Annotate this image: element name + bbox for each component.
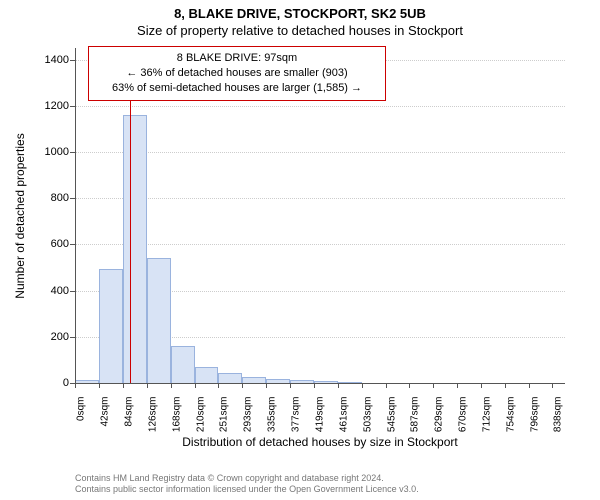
- x-tick-label: 838sqm: [549, 397, 564, 433]
- grid-line: [75, 244, 565, 245]
- grid-line: [75, 152, 565, 153]
- grid-line: [75, 198, 565, 199]
- x-tick-label: 210sqm: [191, 397, 206, 433]
- attribution-line-1: Contains HM Land Registry data © Crown c…: [75, 473, 419, 485]
- x-axis-title: Distribution of detached houses by size …: [75, 435, 565, 449]
- x-tick-label: 168sqm: [167, 397, 182, 433]
- x-axis-line: [75, 383, 565, 384]
- x-tick-label: 545sqm: [382, 397, 397, 433]
- x-tick-label: 712sqm: [477, 397, 492, 433]
- y-tick-label: 1400: [45, 54, 75, 66]
- x-tick-label: 587sqm: [406, 397, 421, 433]
- info-line-smaller: ← 36% of detached houses are smaller (90…: [97, 66, 377, 81]
- x-tick-label: 251sqm: [215, 397, 230, 433]
- x-tick-label: 419sqm: [310, 397, 325, 433]
- info-line-larger: 63% of semi-detached houses are larger (…: [97, 81, 377, 96]
- x-tick-label: 670sqm: [453, 397, 468, 433]
- histogram-bar: [195, 367, 218, 383]
- histogram-bar: [123, 115, 147, 383]
- y-tick-label: 600: [51, 238, 75, 250]
- y-axis-line: [75, 48, 76, 383]
- y-tick-label: 1000: [45, 146, 75, 158]
- x-tick-label: 796sqm: [525, 397, 540, 433]
- x-tick-label: 42sqm: [95, 397, 110, 427]
- attribution-text: Contains HM Land Registry data © Crown c…: [75, 473, 419, 496]
- histogram-bar: [218, 373, 242, 383]
- y-tick-label: 1200: [45, 100, 75, 112]
- histogram-bar: [99, 269, 123, 383]
- x-tick-label: 84sqm: [119, 397, 134, 427]
- x-tick-label: 0sqm: [72, 397, 87, 421]
- x-tick-label: 503sqm: [358, 397, 373, 433]
- property-info-box: 8 BLAKE DRIVE: 97sqm ← 36% of detached h…: [88, 46, 386, 101]
- x-tick-label: 754sqm: [501, 397, 516, 433]
- attribution-line-2: Contains public sector information licen…: [75, 484, 419, 496]
- y-tick-label: 400: [51, 285, 75, 297]
- info-line-property: 8 BLAKE DRIVE: 97sqm: [97, 51, 377, 66]
- y-tick-label: 800: [51, 192, 75, 204]
- y-axis-title: Number of detached properties: [13, 133, 27, 298]
- x-tick-label: 126sqm: [143, 397, 158, 433]
- chart-subtitle: Size of property relative to detached ho…: [0, 21, 600, 38]
- y-tick-label: 0: [63, 377, 75, 389]
- x-tick-label: 461sqm: [334, 397, 349, 433]
- x-tick-label: 335sqm: [262, 397, 277, 433]
- x-tick-label: 377sqm: [286, 397, 301, 433]
- grid-line: [75, 106, 565, 107]
- histogram-bar: [171, 346, 195, 383]
- x-tick-label: 629sqm: [430, 397, 445, 433]
- x-tick-label: 293sqm: [238, 397, 253, 433]
- chart-title: 8, BLAKE DRIVE, STOCKPORT, SK2 5UB: [0, 0, 600, 21]
- y-tick-label: 200: [51, 331, 75, 343]
- histogram-bar: [147, 258, 171, 383]
